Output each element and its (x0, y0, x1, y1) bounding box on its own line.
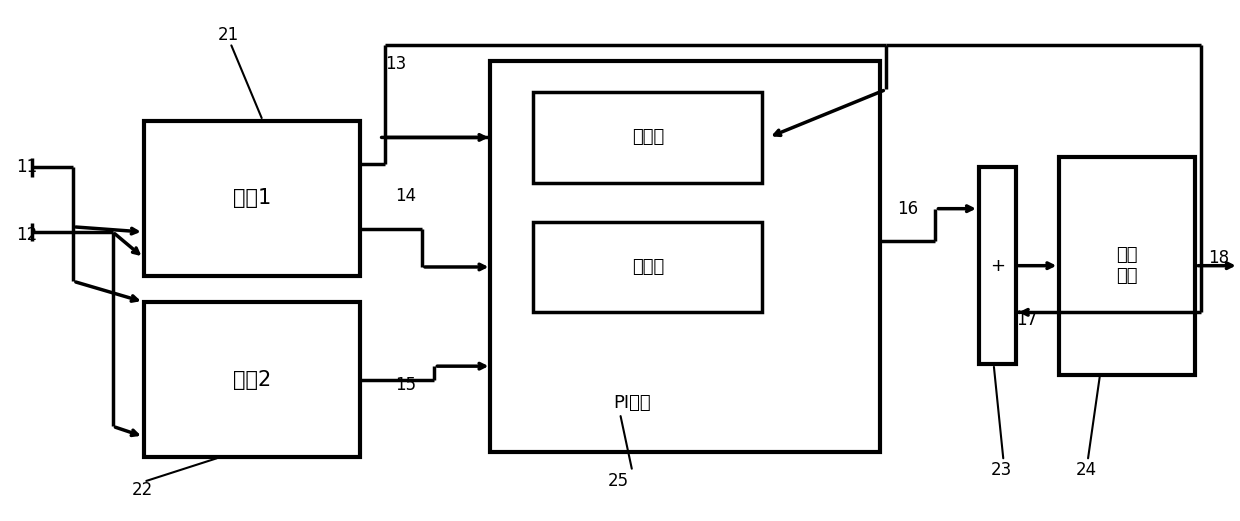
Text: 电流差: 电流差 (631, 128, 663, 146)
Text: 17: 17 (1016, 311, 1037, 329)
Text: +: + (990, 257, 1004, 275)
Bar (533, 221, 763, 312)
Bar (144, 302, 360, 457)
Text: 电压差: 电压差 (631, 258, 663, 276)
Text: 18: 18 (1208, 249, 1229, 267)
Bar (144, 120, 360, 276)
Text: 电压
限制: 电压 限制 (1116, 246, 1138, 285)
Text: 14: 14 (394, 187, 415, 205)
Text: 12: 12 (16, 226, 37, 244)
Text: 查表1: 查表1 (233, 188, 272, 208)
Text: 15: 15 (394, 376, 415, 394)
Text: 13: 13 (384, 55, 407, 72)
Text: 16: 16 (897, 200, 919, 218)
Text: PI运算: PI运算 (614, 394, 651, 412)
Bar (533, 92, 763, 183)
Text: 21: 21 (218, 26, 239, 44)
Text: 查表2: 查表2 (233, 370, 272, 390)
Text: 23: 23 (991, 462, 1012, 479)
Text: 22: 22 (131, 480, 153, 499)
Text: 11: 11 (16, 158, 37, 176)
Bar (490, 61, 880, 452)
Bar (1059, 157, 1195, 375)
Bar (978, 167, 1016, 364)
Text: 25: 25 (608, 472, 629, 490)
Text: 24: 24 (1075, 462, 1096, 479)
